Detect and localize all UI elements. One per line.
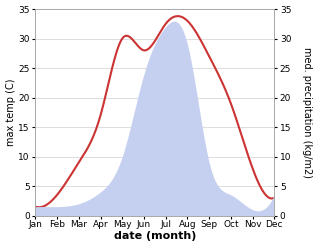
Y-axis label: med. precipitation (kg/m2): med. precipitation (kg/m2): [302, 47, 313, 178]
X-axis label: date (month): date (month): [114, 231, 196, 242]
Y-axis label: max temp (C): max temp (C): [5, 79, 16, 146]
